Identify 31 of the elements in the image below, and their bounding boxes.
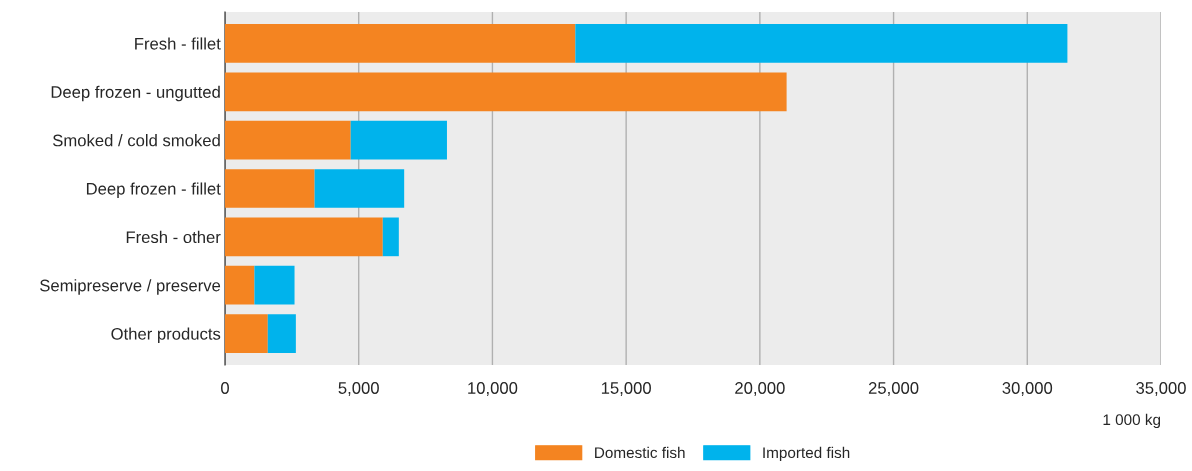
- bar: [225, 314, 268, 353]
- x-tick-label: 20,000: [735, 382, 785, 396]
- x-tick-label: 10,000: [468, 382, 518, 396]
- bar: [382, 217, 399, 257]
- bar: [225, 24, 576, 63]
- bar: [314, 169, 405, 208]
- y-tick-label: Other products: [111, 327, 221, 344]
- x-tick-label: 0: [221, 382, 229, 394]
- y-tick-label: Semipreserve / preserve: [40, 279, 221, 295]
- y-tick-label: Smoked / cold smoked: [53, 134, 220, 147]
- bar: [267, 314, 296, 353]
- x-tick-label: 15,000: [601, 382, 651, 396]
- bar: [254, 265, 295, 305]
- bar: [225, 217, 383, 257]
- y-tick-label: Deep frozen - fillet: [86, 182, 221, 198]
- bar: [225, 120, 351, 160]
- bar: [575, 24, 1068, 63]
- bar: [350, 120, 447, 160]
- x-axis-title: 1 000 kg: [1103, 413, 1161, 429]
- x-tick-label: 25,000: [868, 382, 919, 396]
- bar: [225, 265, 255, 305]
- y-tick-label: Fresh - fillet: [135, 37, 221, 50]
- y-tick-label: Deep frozen - ungutted: [51, 85, 220, 102]
- legend-label: Imported fish: [763, 446, 850, 462]
- legend-label: Domestic fish: [595, 446, 685, 459]
- x-tick-label: 30,000: [1002, 382, 1053, 396]
- x-tick-label: 5,000: [338, 382, 379, 396]
- x-tick-label: 35,000: [1136, 382, 1186, 396]
- bar: [225, 169, 315, 208]
- y-tick-label: Fresh - other: [126, 230, 221, 244]
- bar: [225, 72, 787, 112]
